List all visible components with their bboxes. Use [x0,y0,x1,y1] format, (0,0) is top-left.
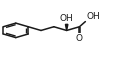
Text: OH: OH [60,14,74,23]
Polygon shape [65,24,68,30]
Text: O: O [76,34,83,43]
Text: OH: OH [86,12,100,21]
